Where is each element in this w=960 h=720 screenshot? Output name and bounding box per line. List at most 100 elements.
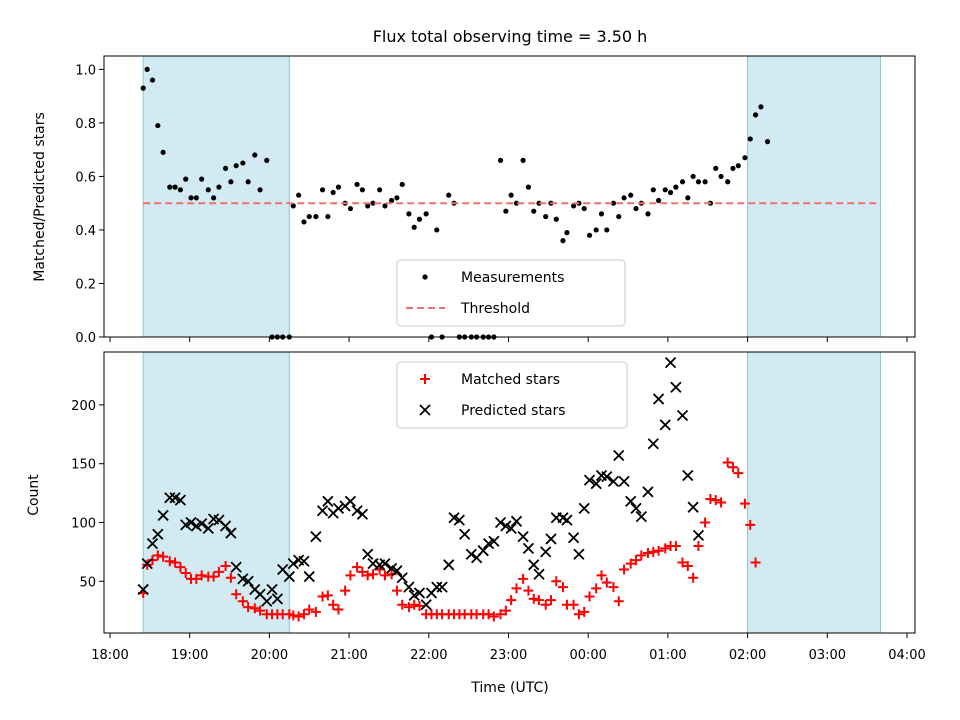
measurement-point [564, 230, 570, 236]
measurement-point [228, 179, 234, 185]
measurement-point [172, 184, 178, 190]
predicted-star-point [567, 532, 580, 544]
matched-star-point [483, 609, 494, 620]
predicted-star-point [670, 381, 682, 393]
matched-star-point [636, 550, 647, 561]
measurement-point [155, 122, 161, 129]
matched-star-point [368, 569, 379, 580]
matched-star-point [631, 555, 642, 566]
matched-star-point [298, 609, 309, 620]
predicted-star-point [137, 583, 149, 596]
predicted-star-point [225, 527, 237, 539]
matched-star-point [231, 589, 242, 600]
matched-star-point [750, 557, 761, 568]
matched-star-point [362, 570, 373, 581]
matched-star-point [648, 546, 659, 557]
measurement-point [399, 181, 405, 188]
measurement-point [679, 179, 686, 185]
y-tick-label: 0.2 [75, 277, 96, 292]
matched-star-point [511, 583, 522, 594]
predicted-star-point [477, 545, 489, 557]
measurement-point [525, 184, 532, 190]
legend-measurement-swatch [422, 274, 428, 280]
predicted-star-point [157, 509, 169, 522]
predicted-star-point [420, 599, 432, 611]
measurement-point [553, 216, 559, 222]
measurement-point [167, 184, 173, 190]
predicted-star-point [664, 356, 677, 369]
measurement-point [365, 203, 371, 209]
matched-star-point [739, 498, 750, 509]
y-tick-label: 150 [71, 458, 96, 473]
predicted-star-point [625, 495, 637, 507]
predicted-star-point [647, 438, 659, 450]
predicted-star-point [196, 518, 208, 530]
measurement-point [183, 176, 189, 182]
measurement-point [252, 152, 258, 158]
legend-label: Threshold [460, 301, 530, 317]
predicted-star-point [453, 514, 465, 526]
y-tick-label: 0.6 [75, 170, 96, 185]
measurement-point [747, 136, 753, 142]
y-tick-label: 0.4 [75, 224, 96, 239]
measurement-point [690, 173, 696, 180]
shaded-region-2 [747, 351, 881, 634]
measurement-point [306, 213, 312, 220]
shaded-region-1 [142, 55, 290, 338]
matched-star-point [345, 570, 356, 581]
matched-star-point [488, 611, 499, 622]
measurement-point [713, 165, 719, 171]
measurement-point [222, 165, 229, 171]
y-tick-label: 100 [71, 516, 96, 531]
matched-star-point [175, 562, 186, 573]
matched-star-point [293, 611, 304, 622]
matched-star-point [625, 558, 636, 569]
matched-star-point [642, 548, 653, 559]
x-tick-label: 04:00 [888, 648, 925, 663]
measurement-point [645, 211, 651, 217]
plot-frame [103, 351, 916, 634]
predicted-star-point [322, 495, 334, 507]
y-tick-label: 0.8 [75, 117, 96, 132]
legend: Matched stars Predicted stars [396, 361, 628, 429]
matched-star-point [243, 602, 254, 613]
matched-star-point [557, 582, 568, 593]
measurement-point [586, 232, 593, 238]
matched-star-point [745, 519, 756, 530]
matched-star-point [255, 605, 266, 616]
matched-star-point [191, 573, 202, 584]
measurement-point [216, 184, 222, 190]
measurement-point [347, 205, 354, 212]
measurement-point [188, 195, 194, 201]
measurement-point [702, 179, 708, 185]
measurement-point [503, 208, 509, 214]
predicted-star-point [174, 494, 187, 506]
predicted-star-point [659, 419, 671, 431]
measurement-point [149, 77, 156, 83]
measurement-point [725, 179, 731, 185]
matched-star-point [518, 573, 529, 584]
measurement-point [423, 211, 429, 217]
matched-star-point [528, 593, 539, 604]
predicted-star-point [505, 522, 517, 534]
x-tick-label: 19:00 [171, 648, 208, 663]
matched-star-point [414, 600, 425, 611]
predicted-star-point [443, 559, 455, 571]
legend-matched-swatch [420, 374, 430, 384]
measurement-point [313, 213, 319, 220]
matched-star-point [693, 540, 704, 551]
measurement-point [610, 200, 617, 206]
predicted-star-point [266, 583, 278, 596]
matched-star-point [328, 599, 339, 610]
measurement-point [199, 176, 205, 182]
matched-star-point [653, 545, 664, 556]
measurement-point [301, 219, 307, 225]
measurement-point [536, 200, 542, 206]
y-tick-label: 50 [79, 575, 96, 590]
matched-star-point [591, 583, 602, 594]
predicted-star-point [583, 474, 596, 486]
predicted-star-point [687, 501, 699, 513]
measurement-point [325, 213, 331, 220]
predicted-star-point [682, 469, 694, 482]
matched-star-point [700, 517, 711, 528]
